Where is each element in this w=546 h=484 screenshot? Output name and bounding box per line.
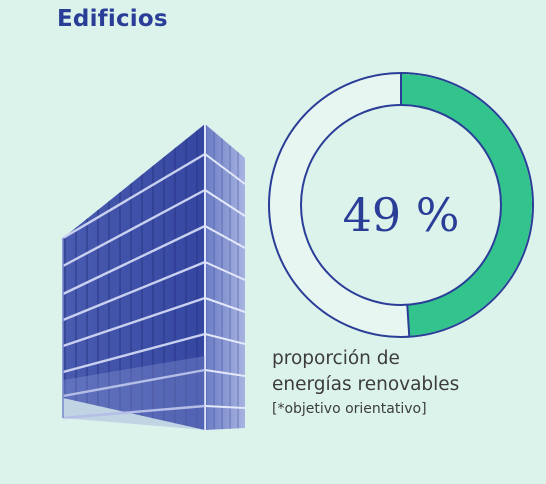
office-building-icon [62,124,246,430]
caption-note: [*objetivo orientativo] [272,401,427,417]
page-title: Edificios [57,6,168,32]
donut-value-label: 49 % [343,188,460,242]
donut-end-tick [406,304,411,337]
donut-caption: proporción de energías renovables [*obje… [272,346,459,419]
caption-line-2: energías renovables [272,374,460,395]
caption-line-1: proporción de [272,348,400,369]
renewables-donut-chart: 49 % [268,72,534,338]
donut-value-arc [401,74,532,336]
